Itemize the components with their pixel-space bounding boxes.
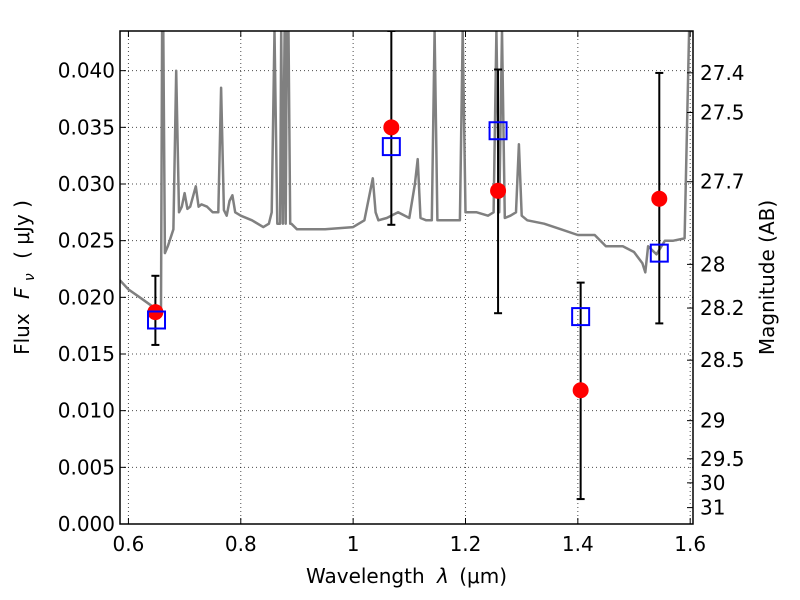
y-tick-label: 0.005 (58, 455, 115, 479)
y2-tick-label: 27.4 (700, 61, 745, 85)
observed-flux-point (490, 182, 507, 199)
y-tick-label: 0.030 (58, 172, 115, 196)
x-axis-label: Wavelength λ (μm) (306, 564, 507, 588)
observed-flux-point (383, 119, 400, 136)
y2-tick-label: 27.7 (700, 170, 745, 194)
model-flux-square (649, 243, 669, 263)
y-tick-label: 0.020 (58, 285, 115, 309)
y2-axis-label: Magnitude (AB) (755, 200, 779, 355)
y-tick-label: 0.040 (58, 59, 115, 83)
y-tick-label: 0.025 (58, 229, 115, 253)
x-tick-label: 1.4 (562, 532, 594, 556)
model-flux-square (147, 310, 167, 330)
model-flux-square (381, 137, 401, 157)
model-flux-square (488, 121, 508, 141)
x-tick-label: 0.8 (225, 532, 257, 556)
x-tick-label: 0.6 (113, 532, 145, 556)
observed-flux-point (572, 382, 589, 399)
y-tick-label: 0.035 (58, 115, 115, 139)
y-tick-label: 0.015 (58, 342, 115, 366)
observed-flux-point (651, 190, 668, 207)
plot-data (120, 31, 693, 501)
x-tick-label: 1.6 (674, 532, 706, 556)
y2-tick-label: 28 (700, 252, 725, 276)
x-tick-label: 1 (347, 532, 360, 556)
y2-tick-label: 29 (700, 409, 725, 433)
grid (120, 31, 693, 525)
y-tick-label: 0.010 (58, 399, 115, 423)
y-axis-label: Flux F ν ( μJy ) (10, 200, 39, 355)
model-spectrum-line (120, 31, 693, 313)
y-tick-label: 0.000 (58, 512, 115, 536)
plot-frame (119, 30, 694, 525)
axis-ticks (120, 31, 693, 525)
y2-tick-label: 29.5 (700, 447, 745, 471)
y2-tick-label: 28.2 (700, 296, 745, 320)
x-tick-label: 1.2 (450, 532, 482, 556)
y2-tick-label: 28.5 (700, 348, 745, 372)
y2-tick-label: 27.5 (700, 101, 745, 125)
y2-tick-label: 31 (700, 496, 725, 520)
y2-tick-label: 30 (700, 471, 725, 495)
model-flux-square (571, 307, 591, 327)
